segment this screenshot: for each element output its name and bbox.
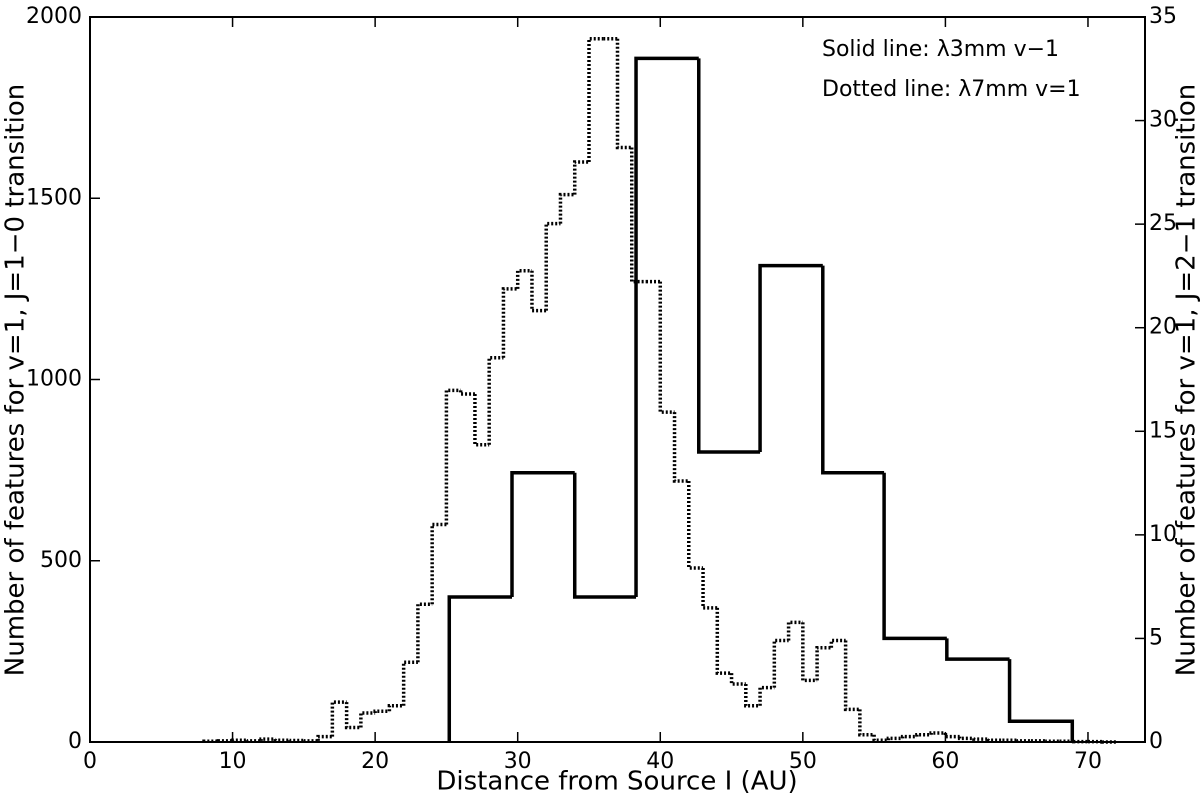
- histogram-step: [817, 648, 831, 681]
- histogram-step: [404, 662, 418, 706]
- histogram-step: [449, 597, 512, 742]
- histogram-step: [675, 412, 689, 481]
- histogram-step: [660, 282, 674, 413]
- histogram-step: [503, 289, 517, 358]
- histogram-step: [974, 738, 988, 739]
- histogram-step: [512, 473, 575, 597]
- histogram-step: [917, 735, 931, 737]
- y-tick-label: 500: [40, 548, 82, 573]
- histogram-step: [874, 735, 888, 740]
- histogram-step: [475, 394, 489, 445]
- y2-tick-label: 30: [1149, 108, 1177, 133]
- x-tick-label: 50: [789, 749, 817, 774]
- histogram-step: [774, 641, 788, 688]
- x-tick-label: 70: [1074, 749, 1102, 774]
- histogram-step: [860, 709, 874, 734]
- histogram-step: [945, 733, 959, 737]
- histogram-step: [275, 739, 289, 740]
- histogram-step: [903, 737, 917, 739]
- histogram-step: [699, 58, 760, 452]
- plot-frame: [90, 17, 1145, 742]
- histogram-step: [1017, 740, 1031, 741]
- y-tick-label: 1000: [26, 367, 82, 392]
- annotation: Solid line: λ3mm v−1: [822, 37, 1059, 62]
- histogram-step: [247, 740, 261, 741]
- histogram-step: [375, 711, 389, 713]
- histogram-step: [746, 684, 760, 706]
- histogram-step: [233, 740, 247, 741]
- histogram-step: [546, 224, 560, 311]
- y2-tick-label: 15: [1149, 418, 1177, 443]
- histogram-step: [332, 702, 346, 736]
- histogram-step: [760, 266, 823, 452]
- histogram-step: [532, 271, 546, 311]
- histogram-step: [888, 738, 902, 740]
- x-tick-label: 60: [931, 749, 959, 774]
- histogram-step: [803, 622, 817, 680]
- histogram-step: [1010, 659, 1073, 742]
- histogram-step: [823, 266, 884, 473]
- x-tick-label: 30: [504, 749, 532, 774]
- y-tick-label: 1500: [26, 185, 82, 210]
- histogram-step: [432, 525, 446, 605]
- histogram-step: [518, 271, 532, 289]
- histogram-step: [560, 195, 574, 224]
- y2-tick-label: 20: [1149, 315, 1177, 340]
- histogram-step: [884, 473, 947, 639]
- y-tick-label: 2000: [26, 4, 82, 29]
- histogram-step: [632, 148, 646, 282]
- annotation: Dotted line: λ7mm v=1: [822, 77, 1081, 102]
- histogram-step: [636, 58, 699, 597]
- histogram-step: [732, 673, 746, 684]
- histogram-step: [789, 622, 803, 640]
- histogram-step: [489, 358, 503, 445]
- x-tick-label: 0: [83, 749, 97, 774]
- histogram-step: [931, 733, 945, 735]
- histogram-step: [618, 39, 632, 148]
- histogram-step: [318, 737, 332, 741]
- y2-axis-label: Number of features for v=1, J=2−1 transi…: [1172, 84, 1200, 676]
- histogram-step: [717, 608, 731, 673]
- histogram-step: [760, 688, 774, 706]
- histogram-step: [703, 568, 717, 608]
- x-tick-label: 40: [646, 749, 674, 774]
- histogram-step: [988, 739, 1002, 740]
- histogram-step: [575, 162, 589, 195]
- y-tick-label: 0: [68, 729, 82, 754]
- histogram-step: [947, 638, 1010, 659]
- histogram-step: [960, 737, 974, 739]
- histogram-step: [846, 641, 860, 710]
- x-tick-label: 10: [219, 749, 247, 774]
- histogram-step: [418, 604, 432, 662]
- x-axis-label: Distance from Source I (AU): [436, 767, 797, 797]
- histogram-step: [831, 641, 845, 648]
- x-tick-label: 20: [361, 749, 389, 774]
- histogram-step: [446, 390, 460, 524]
- y2-tick-label: 10: [1149, 522, 1177, 547]
- y2-tick-label: 25: [1149, 211, 1177, 236]
- histogram-step: [461, 390, 475, 394]
- histogram-step: [689, 481, 703, 568]
- y2-tick-label: 35: [1149, 4, 1177, 29]
- y2-tick-label: 5: [1149, 625, 1163, 650]
- y2-tick-label: 0: [1149, 729, 1163, 754]
- histogram-step: [261, 739, 275, 741]
- histogram-step: [347, 702, 361, 727]
- histogram-step: [575, 473, 636, 597]
- histogram-step: [361, 713, 375, 728]
- histogram-step: [589, 39, 603, 162]
- histogram-step: [389, 706, 403, 711]
